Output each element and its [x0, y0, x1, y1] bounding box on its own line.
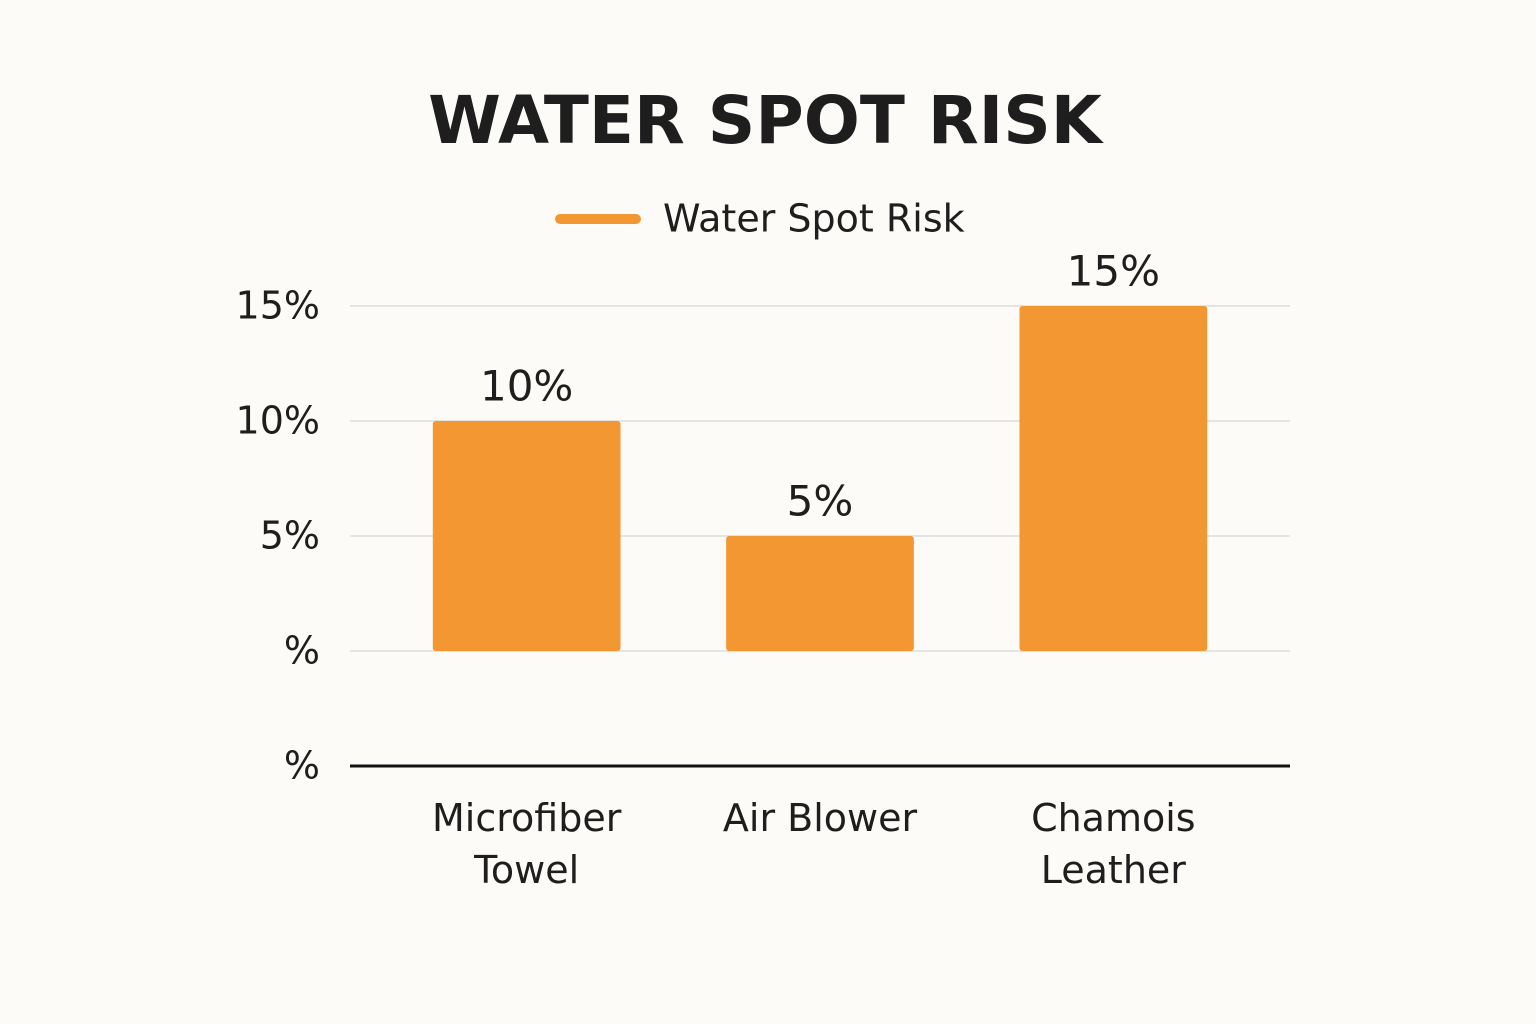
- y-tick-label: %: [284, 744, 320, 788]
- x-tick-label: Air Blower: [722, 796, 918, 840]
- legend-label: Water Spot Risk: [663, 197, 965, 241]
- bar: [432, 421, 621, 651]
- value-label: 10%: [480, 362, 573, 411]
- y-tick-label: 10%: [236, 399, 320, 443]
- y-tick-label: %: [284, 629, 320, 673]
- x-tick-label: Microfiber Towel: [431, 796, 622, 892]
- chart-title: WATER SPOT RISK: [428, 82, 1105, 159]
- value-label: 15%: [1067, 247, 1160, 296]
- value-label: 5%: [787, 477, 854, 526]
- x-tick-label: Chamois Leather: [1031, 796, 1196, 892]
- bar: [726, 536, 914, 651]
- y-tick-label: 5%: [260, 514, 320, 558]
- y-tick-label: 15%: [236, 284, 320, 328]
- bar: [1019, 306, 1208, 651]
